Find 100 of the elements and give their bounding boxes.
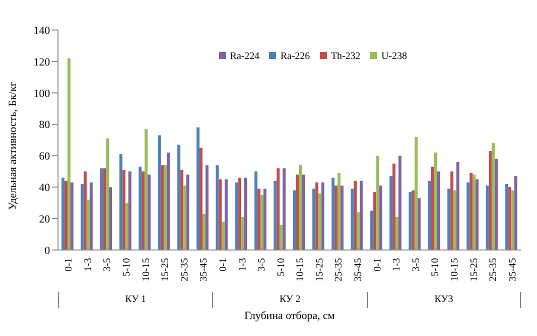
- legend-label: Th-232: [330, 51, 360, 62]
- bar: [340, 186, 344, 250]
- y-tick-label: 40: [39, 182, 50, 194]
- bar: [235, 182, 238, 250]
- y-tick-label: 60: [39, 150, 50, 163]
- bar: [376, 156, 380, 250]
- bar: [106, 138, 110, 250]
- bar: [84, 171, 87, 250]
- bar: [466, 182, 470, 250]
- bar: [379, 186, 382, 250]
- bar: [254, 171, 258, 250]
- bar: [138, 166, 142, 250]
- bar: [298, 165, 302, 250]
- bar: [244, 178, 248, 250]
- text: КУ 2: [212, 292, 367, 308]
- bar: [296, 174, 299, 250]
- bar: [392, 164, 396, 250]
- bar: [431, 166, 434, 250]
- x-tick-label: 10-15: [295, 258, 306, 282]
- x-tick-label: 0-1: [64, 258, 75, 272]
- x-tick-label: 35-45: [198, 258, 210, 282]
- x-tick-label: 1-3: [82, 258, 94, 272]
- bar: [302, 174, 305, 250]
- bar: [196, 127, 200, 250]
- bar: [321, 182, 324, 250]
- bar: [488, 151, 492, 250]
- x-axis-title: Глубина отбора, см: [243, 310, 336, 322]
- x-tick-label: 3-5: [102, 258, 114, 272]
- bar: [260, 195, 264, 250]
- bar: [67, 58, 70, 250]
- bar: [492, 143, 495, 250]
- text: КУ 1: [58, 292, 212, 308]
- text: КУ3: [366, 292, 521, 308]
- bar: [103, 168, 106, 250]
- bar: [354, 180, 357, 250]
- bar: [202, 214, 206, 250]
- bar: [180, 170, 184, 250]
- bar: [119, 154, 122, 250]
- bar: [428, 180, 432, 250]
- legend-label: U-238: [381, 51, 407, 62]
- bar: [128, 171, 132, 250]
- bar: [125, 202, 128, 250]
- y-tick-label: 20: [39, 213, 50, 226]
- bar: [158, 135, 161, 250]
- x-tick-label: 25-35: [334, 258, 345, 282]
- bar: [370, 210, 374, 250]
- x-tick-label: 15-25: [468, 258, 480, 282]
- x-tick-label: 5-10: [430, 258, 442, 276]
- bar: [395, 217, 398, 250]
- bar: [456, 162, 460, 250]
- bar: [332, 178, 335, 250]
- bar: [418, 198, 421, 250]
- bar: [470, 173, 473, 250]
- bar: [109, 187, 112, 250]
- bar: [476, 179, 479, 250]
- x-tick-label: 10-15: [449, 258, 460, 282]
- bar: [282, 168, 286, 250]
- x-tick-label: 3-5: [256, 258, 268, 272]
- bar: [389, 176, 392, 250]
- bar: [472, 174, 476, 250]
- bar: [160, 165, 164, 250]
- x-tick-label: 25-35: [488, 258, 500, 282]
- bar: [338, 173, 341, 250]
- bar: [166, 152, 170, 250]
- bar: [494, 158, 498, 250]
- x-tick-label: 15-25: [160, 258, 172, 282]
- bar: [218, 179, 222, 250]
- x-tick-label: 10-15: [140, 258, 152, 282]
- bar: [447, 188, 450, 250]
- bar: [186, 174, 190, 250]
- y-tick-label: 0: [44, 244, 50, 257]
- bar: [434, 152, 438, 250]
- bar: [360, 180, 363, 250]
- y-tick-label: 80: [39, 119, 50, 132]
- bar: [356, 212, 360, 250]
- bar: [263, 188, 266, 250]
- x-tick-label: 25-35: [179, 258, 190, 282]
- bar: [216, 165, 219, 250]
- bar: [280, 224, 283, 250]
- bar: [238, 178, 242, 250]
- bar: [398, 156, 402, 250]
- bar: [206, 165, 209, 250]
- bar: [318, 193, 322, 250]
- bar: [61, 178, 64, 250]
- x-tick-label: 35-45: [353, 258, 364, 282]
- bar: [177, 144, 180, 250]
- bar: [292, 190, 296, 250]
- bar: [508, 187, 512, 250]
- bar: [373, 192, 376, 250]
- x-tick-label: 35-45: [507, 258, 518, 282]
- bar: [224, 179, 228, 250]
- bar: [315, 182, 318, 250]
- bar: [511, 190, 514, 250]
- bar: [144, 129, 148, 250]
- bar: [505, 184, 508, 250]
- bar: [64, 180, 68, 250]
- bar: [70, 182, 74, 250]
- legend-label: Ra-224: [230, 51, 260, 62]
- legend-label: Ra-226: [280, 51, 310, 62]
- bar: [222, 222, 225, 250]
